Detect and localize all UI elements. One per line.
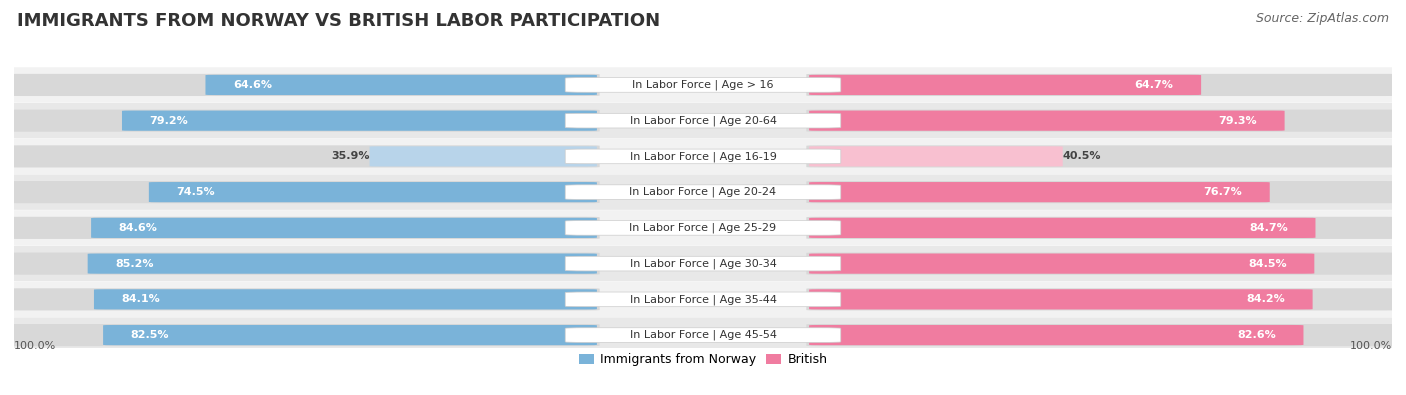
Text: 35.9%: 35.9% — [330, 151, 370, 162]
FancyBboxPatch shape — [0, 175, 1406, 210]
FancyBboxPatch shape — [6, 109, 599, 132]
FancyBboxPatch shape — [808, 75, 1201, 95]
Text: 64.7%: 64.7% — [1135, 80, 1174, 90]
FancyBboxPatch shape — [87, 254, 598, 274]
FancyBboxPatch shape — [808, 254, 1315, 274]
FancyBboxPatch shape — [91, 218, 598, 238]
Text: 84.2%: 84.2% — [1246, 294, 1285, 305]
Text: In Labor Force | Age 20-24: In Labor Force | Age 20-24 — [630, 187, 776, 198]
FancyBboxPatch shape — [806, 181, 1400, 203]
FancyBboxPatch shape — [205, 75, 598, 95]
Text: In Labor Force | Age 35-44: In Labor Force | Age 35-44 — [630, 294, 776, 305]
FancyBboxPatch shape — [808, 218, 1316, 238]
FancyBboxPatch shape — [149, 182, 598, 202]
Text: 40.5%: 40.5% — [1063, 151, 1101, 162]
FancyBboxPatch shape — [6, 181, 599, 203]
FancyBboxPatch shape — [370, 146, 598, 167]
FancyBboxPatch shape — [808, 111, 1285, 131]
FancyBboxPatch shape — [806, 288, 1400, 310]
FancyBboxPatch shape — [122, 111, 598, 131]
FancyBboxPatch shape — [0, 67, 1406, 103]
Text: 84.5%: 84.5% — [1249, 259, 1286, 269]
FancyBboxPatch shape — [806, 252, 1400, 275]
FancyBboxPatch shape — [806, 74, 1400, 96]
Text: In Labor Force | Age 45-54: In Labor Force | Age 45-54 — [630, 330, 776, 340]
Text: 82.6%: 82.6% — [1237, 330, 1275, 340]
FancyBboxPatch shape — [6, 324, 599, 346]
FancyBboxPatch shape — [808, 146, 1063, 167]
FancyBboxPatch shape — [806, 324, 1400, 346]
FancyBboxPatch shape — [6, 288, 599, 310]
FancyBboxPatch shape — [0, 282, 1406, 317]
Text: 79.3%: 79.3% — [1219, 116, 1257, 126]
Text: 64.6%: 64.6% — [233, 80, 271, 90]
FancyBboxPatch shape — [565, 292, 841, 307]
FancyBboxPatch shape — [6, 252, 599, 275]
Text: In Labor Force | Age > 16: In Labor Force | Age > 16 — [633, 80, 773, 90]
FancyBboxPatch shape — [0, 103, 1406, 138]
Text: 74.5%: 74.5% — [176, 187, 215, 197]
Text: In Labor Force | Age 20-64: In Labor Force | Age 20-64 — [630, 115, 776, 126]
FancyBboxPatch shape — [0, 318, 1406, 353]
Text: 82.5%: 82.5% — [131, 330, 169, 340]
Text: In Labor Force | Age 25-29: In Labor Force | Age 25-29 — [630, 223, 776, 233]
FancyBboxPatch shape — [565, 149, 841, 164]
FancyBboxPatch shape — [806, 145, 1400, 167]
FancyBboxPatch shape — [808, 182, 1270, 202]
FancyBboxPatch shape — [565, 220, 841, 235]
FancyBboxPatch shape — [6, 217, 599, 239]
FancyBboxPatch shape — [565, 256, 841, 271]
FancyBboxPatch shape — [565, 328, 841, 342]
Text: 100.0%: 100.0% — [1350, 341, 1392, 351]
Text: 76.7%: 76.7% — [1204, 187, 1241, 197]
Text: 85.2%: 85.2% — [115, 259, 153, 269]
Text: 84.1%: 84.1% — [121, 294, 160, 305]
Text: 84.6%: 84.6% — [118, 223, 157, 233]
FancyBboxPatch shape — [0, 246, 1406, 281]
Text: 84.7%: 84.7% — [1249, 223, 1288, 233]
Text: 79.2%: 79.2% — [149, 116, 188, 126]
Text: In Labor Force | Age 30-34: In Labor Force | Age 30-34 — [630, 258, 776, 269]
FancyBboxPatch shape — [808, 325, 1303, 345]
FancyBboxPatch shape — [94, 289, 598, 309]
Text: Source: ZipAtlas.com: Source: ZipAtlas.com — [1256, 12, 1389, 25]
Text: In Labor Force | Age 16-19: In Labor Force | Age 16-19 — [630, 151, 776, 162]
FancyBboxPatch shape — [806, 109, 1400, 132]
Legend: Immigrants from Norway, British: Immigrants from Norway, British — [574, 348, 832, 371]
FancyBboxPatch shape — [6, 145, 599, 167]
FancyBboxPatch shape — [6, 74, 599, 96]
Text: 100.0%: 100.0% — [14, 341, 56, 351]
Text: IMMIGRANTS FROM NORWAY VS BRITISH LABOR PARTICIPATION: IMMIGRANTS FROM NORWAY VS BRITISH LABOR … — [17, 12, 659, 30]
FancyBboxPatch shape — [565, 113, 841, 128]
FancyBboxPatch shape — [565, 185, 841, 199]
FancyBboxPatch shape — [565, 77, 841, 92]
FancyBboxPatch shape — [806, 217, 1400, 239]
FancyBboxPatch shape — [0, 210, 1406, 246]
FancyBboxPatch shape — [103, 325, 598, 345]
FancyBboxPatch shape — [808, 289, 1313, 309]
FancyBboxPatch shape — [0, 139, 1406, 174]
